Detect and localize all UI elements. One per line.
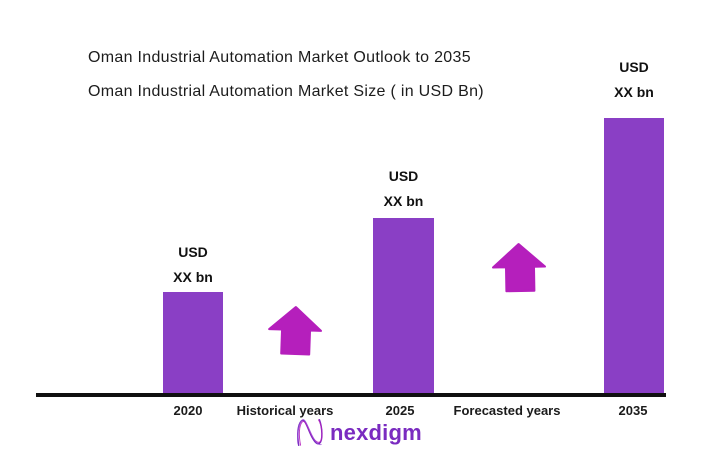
x-axis-label-historical-years: Historical years <box>236 403 334 418</box>
x-axis-label-2025: 2025 <box>385 403 415 418</box>
bar-group-2025: USD XX bn <box>373 164 434 394</box>
chart-subtitle: Oman Industrial Automation Market Size (… <box>88 83 484 100</box>
x-axis-line <box>36 393 666 397</box>
x-axis-label-2020: 2020 <box>173 403 203 418</box>
chart-title: Oman Industrial Automation Market Outloo… <box>88 49 471 66</box>
bar-value-label-2035: USD XX bn <box>614 55 654 105</box>
nexdigm-logo-text: nexdigm <box>330 420 422 445</box>
bar-value-line1: USD <box>178 244 208 260</box>
bar-group-2020: USD XX bn <box>163 240 223 394</box>
bar-2025 <box>373 218 434 394</box>
forecasted-up-arrow-icon <box>491 243 546 293</box>
bar-value-label-2020: USD XX bn <box>173 240 213 290</box>
nexdigm-logo-icon <box>297 419 323 446</box>
bar-value-line2: XX bn <box>614 84 654 100</box>
x-axis-label-forecasted-years: Forecasted years <box>453 403 561 418</box>
bar-2020 <box>163 292 223 394</box>
bar-value-line2: XX bn <box>173 269 213 285</box>
x-axis-label-2035: 2035 <box>618 403 648 418</box>
bar-2035 <box>604 118 664 394</box>
historical-up-arrow-icon <box>268 306 323 356</box>
bar-value-line2: XX bn <box>383 193 424 209</box>
nexdigm-logo: nexdigm <box>294 416 422 450</box>
bar-value-line1: USD <box>388 168 419 184</box>
bar-group-2035: USD XX bn <box>604 55 664 394</box>
bar-value-label-2025: USD XX bn <box>384 164 424 214</box>
bar-value-line1: USD <box>619 59 649 75</box>
